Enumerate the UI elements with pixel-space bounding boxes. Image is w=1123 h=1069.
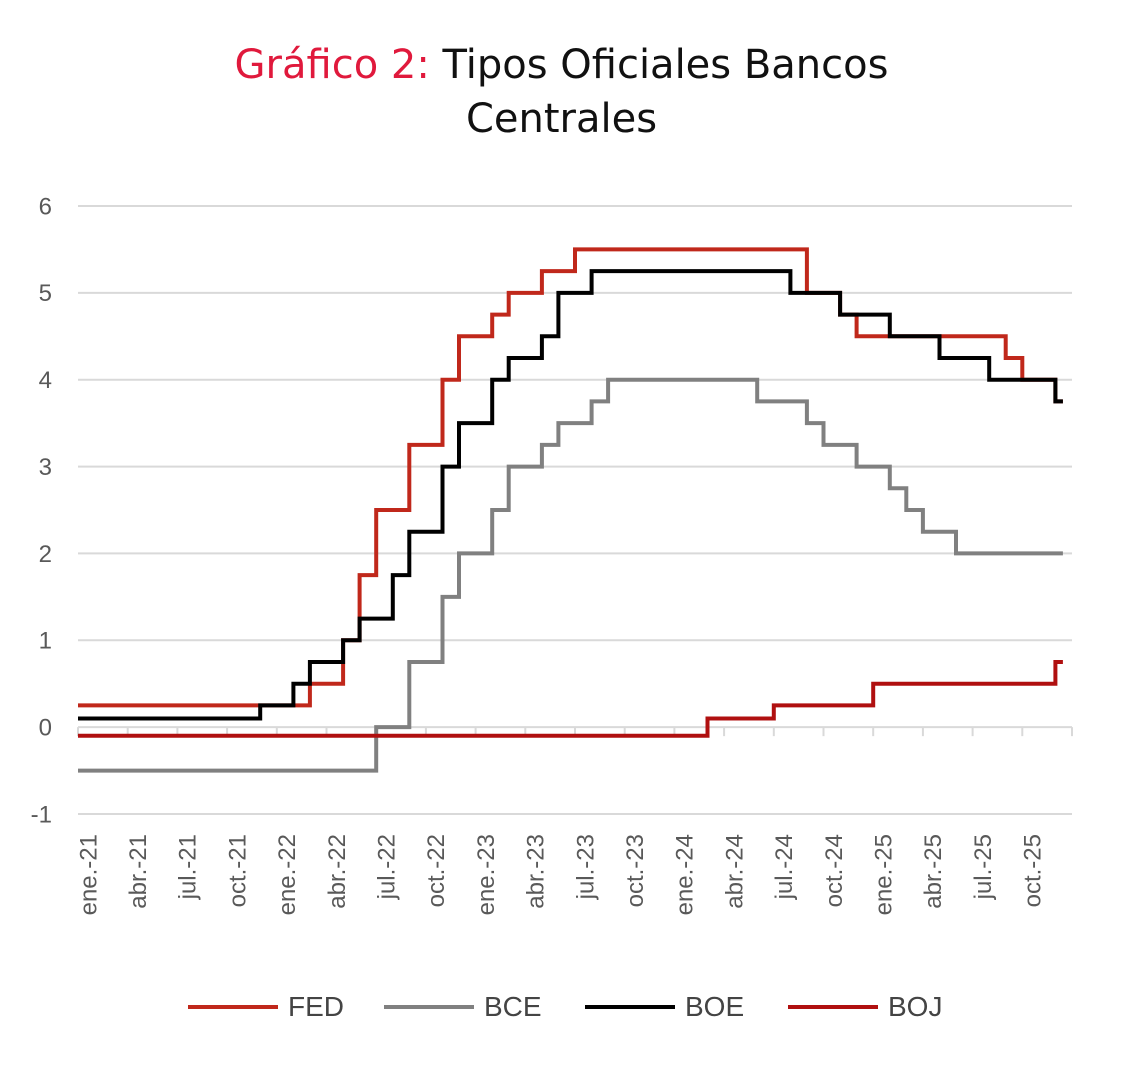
x-tick-label: ene.-25 [871, 834, 898, 915]
x-tick-label: oct.-22 [423, 834, 450, 907]
y-tick-label: 1 [39, 628, 52, 655]
series-line-bce [78, 377, 1063, 773]
x-tick-label: oct.-21 [224, 834, 251, 907]
chart-title: Gráfico 2: Tipos Oficiales Bancos Centra… [0, 38, 1123, 146]
legend-item-fed: FED [188, 985, 344, 1029]
x-tick-label: ene.-24 [672, 834, 699, 915]
y-tick-label: 2 [39, 541, 52, 568]
x-tick-label: jul.-24 [771, 834, 798, 900]
legend-item-boj: BOJ [788, 985, 942, 1029]
chart-title-main: Tipos Oficiales Bancos [442, 42, 889, 88]
legend-item-bce: BCE [384, 985, 542, 1029]
y-tick-label: -1 [31, 801, 52, 828]
chart-title-line2: Centrales [465, 96, 658, 142]
y-tick-label: 6 [39, 193, 52, 220]
x-tick-label: oct.-24 [821, 834, 848, 907]
x-tick-label: abr.-24 [721, 834, 748, 909]
legend-label-boj: BOJ [888, 991, 943, 1022]
series-line-boe [78, 269, 1063, 721]
x-tick-label: jul.-22 [374, 834, 401, 900]
y-tick-label: 4 [39, 367, 52, 394]
x-tick-label: oct.-25 [1020, 834, 1047, 907]
legend-swatch-boj [788, 1005, 878, 1009]
chart-title-prefix: Gráfico 2: [234, 42, 430, 88]
y-tick-label: 5 [39, 280, 52, 307]
x-tick-label: jul.-21 [175, 834, 202, 900]
legend-item-boe: BOE [585, 985, 744, 1029]
series-line-boj [78, 660, 1063, 738]
legend-label-boe: BOE [685, 991, 745, 1022]
x-tick-label: ene.-21 [75, 834, 102, 915]
y-tick-label: 0 [39, 714, 52, 741]
x-tick-label: jul.-23 [572, 834, 599, 900]
series-line-fed [78, 247, 1063, 708]
x-tick-label: abr.-22 [324, 834, 351, 909]
legend-label-fed: FED [288, 991, 344, 1022]
x-tick-label: abr.-21 [125, 834, 152, 909]
legend-swatch-bce [384, 1005, 474, 1009]
legend-swatch-boe [585, 1005, 675, 1009]
x-tick-label: jul.-25 [970, 834, 997, 900]
y-tick-label: 3 [39, 454, 52, 481]
chart-title-line1: Gráfico 2: Tipos Oficiales Bancos [0, 38, 1123, 92]
legend-swatch-fed [188, 1005, 278, 1009]
x-tick-label: abr.-23 [523, 834, 550, 909]
x-tick-label: oct.-23 [622, 834, 649, 907]
x-tick-label: ene.-22 [274, 834, 301, 915]
chart-legend: FED BCE BOE BOJ [0, 985, 1123, 1029]
legend-label-bce: BCE [484, 991, 542, 1022]
x-tick-label: ene.-23 [473, 834, 500, 915]
x-tick-label: abr.-25 [920, 834, 947, 909]
